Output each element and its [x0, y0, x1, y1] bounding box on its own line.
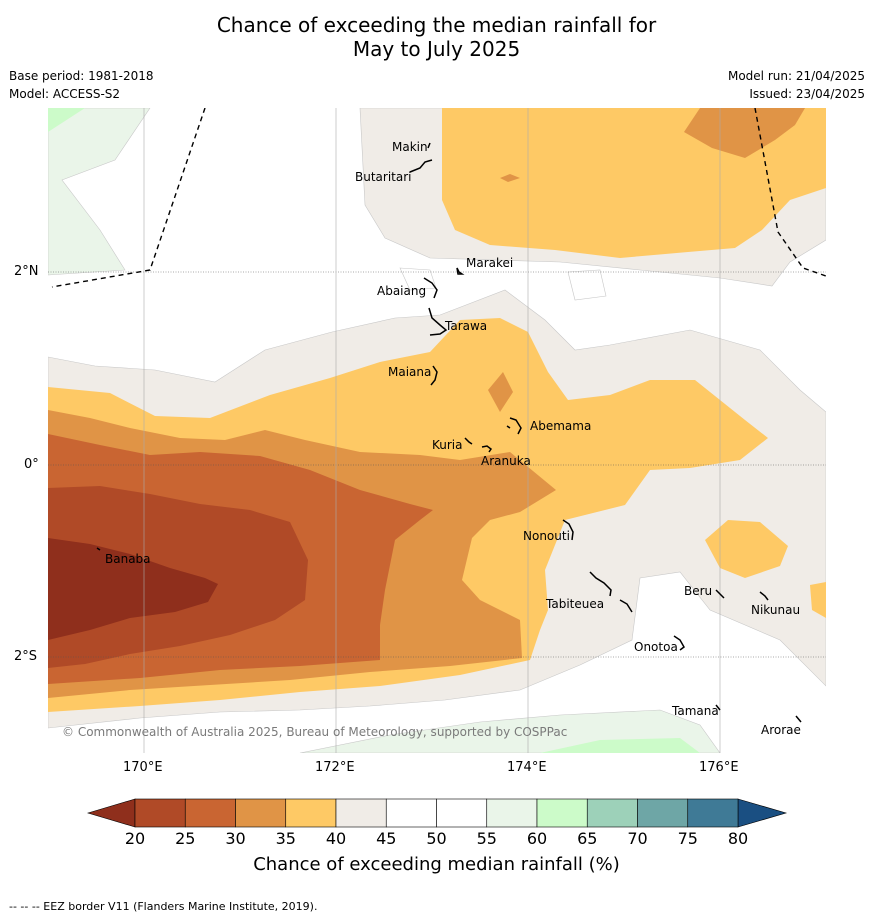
- colorbar-segment: [385, 798, 437, 828]
- label-aranuka: Aranuka: [481, 454, 531, 468]
- label-abaiang: Abaiang: [377, 284, 426, 298]
- colorbar-segment: [285, 798, 337, 828]
- region-60-65-northwest: [48, 108, 85, 132]
- label-makin: Makin: [392, 140, 428, 154]
- label-nonouti: Nonouti: [523, 529, 570, 543]
- region-30-35-small: [488, 372, 513, 412]
- colorbar-segment: [436, 798, 488, 828]
- colorbar-tick-label: 25: [175, 829, 196, 848]
- island-beru: [715, 589, 725, 599]
- region-35-40-east: [705, 520, 788, 578]
- colorbar-segment: [536, 798, 588, 828]
- lat-label-2n: 2°N: [14, 264, 39, 279]
- region-below-20: [48, 538, 218, 640]
- island-abaiang: [423, 277, 438, 299]
- lat-label-0: 0°: [24, 457, 39, 472]
- island-abemama: [506, 417, 522, 435]
- label-beru: Beru: [684, 584, 712, 598]
- colorbar-tick-label: 45: [376, 829, 397, 848]
- lat-label-2s: 2°S: [14, 649, 38, 664]
- colorbar-tick-label: 75: [677, 829, 698, 848]
- colorbar-tick-label: 60: [526, 829, 548, 848]
- colorbar: [86, 798, 788, 828]
- island-marakei: [456, 267, 465, 275]
- colorbar-segment: [335, 798, 387, 828]
- lon-label-172: 172°E: [315, 760, 355, 775]
- islands: [96, 142, 802, 723]
- grid-lon-lines: [143, 108, 721, 753]
- colorbar-tick-label: 40: [325, 829, 347, 848]
- colorbar-over-arrow: [737, 798, 788, 828]
- island-makin: [427, 142, 431, 149]
- issued-date: Issued: 23/04/2025: [749, 87, 865, 101]
- island-nonouti: [562, 519, 574, 541]
- region-45-55-hole-1: [567, 269, 607, 301]
- island-aranuka: [481, 445, 493, 453]
- map-title-line1: Chance of exceeding the median rainfall …: [216, 13, 657, 37]
- label-maiana: Maiana: [388, 365, 431, 379]
- label-abemama: Abemama: [530, 419, 591, 433]
- colorbar-segment: [637, 798, 689, 828]
- island-tarawa: [428, 307, 448, 336]
- island-tamana: [715, 704, 721, 711]
- label-nikunau: Nikunau: [751, 603, 800, 617]
- label-tarawa: Tarawa: [444, 319, 487, 333]
- model-name: Model: ACCESS-S2: [9, 87, 121, 101]
- colorbar-tick-label: 80: [727, 829, 749, 848]
- colorbar-segment: [486, 798, 538, 828]
- label-kuria: Kuria: [432, 438, 463, 452]
- island-tabiteuea: [589, 571, 633, 613]
- island-maiana: [430, 365, 438, 386]
- colorbar-segment: [134, 798, 186, 828]
- grid-lines: [48, 271, 826, 658]
- copyright-notice: © Commonwealth of Australia 2025, Bureau…: [62, 725, 567, 739]
- eez-border-west: [51, 108, 206, 288]
- colorbar-segment: [586, 798, 638, 828]
- colorbar-tick-label: 30: [225, 829, 246, 848]
- label-arorae: Arorae: [761, 723, 801, 737]
- region-30-35-blob: [500, 174, 520, 182]
- island-arorae: [795, 715, 802, 723]
- island-banaba: [96, 547, 101, 551]
- colorbar-segment: [184, 798, 236, 828]
- map-title-line2: May to July 2025: [352, 37, 521, 61]
- island-nikunau: [759, 591, 769, 601]
- label-onotoa: Onotoa: [634, 640, 678, 654]
- colorbar-tick-label: 20: [124, 829, 146, 848]
- model-run: Model run: 21/04/2025: [727, 69, 865, 83]
- label-marakei: Marakei: [466, 256, 513, 270]
- colorbar-under-arrow: [86, 798, 136, 828]
- colorbar-segment: [687, 798, 739, 828]
- colorbar-tick-label: 65: [577, 829, 598, 848]
- map-canvas: Makin Butaritari Marakei Abaiang Tarawa …: [48, 108, 826, 753]
- colorbar-tick-label: 70: [627, 829, 648, 848]
- label-banaba: Banaba: [105, 552, 151, 566]
- base-period: Base period: 1981-2018: [9, 69, 154, 83]
- label-butaritari: Butaritari: [355, 170, 412, 184]
- lon-label-170: 170°E: [123, 760, 163, 775]
- colorbar-tick-label: 55: [476, 829, 497, 848]
- island-butaritari: [409, 159, 433, 173]
- colorbar-tick-label: 35: [275, 829, 296, 848]
- label-tabiteuea: Tabiteuea: [545, 597, 604, 611]
- region-30-35-north: [684, 108, 805, 158]
- region-60-65-south: [540, 738, 700, 753]
- colorbar-segment: [235, 798, 287, 828]
- label-tamana: Tamana: [671, 704, 719, 718]
- lon-label-176: 176°E: [699, 760, 739, 775]
- region-35-40-farEast: [810, 582, 826, 618]
- colorbar-tick-label: 50: [426, 829, 447, 848]
- island-kuria: [464, 437, 473, 445]
- lon-label-174: 174°E: [507, 760, 547, 775]
- colorbar-title: Chance of exceeding median rainfall (%): [253, 854, 620, 875]
- place-labels: Makin Butaritari Marakei Abaiang Tarawa …: [105, 140, 801, 737]
- eez-footnote: -- -- -- EEZ border V11 (Flanders Marine…: [9, 900, 318, 913]
- eez-borders: [51, 108, 826, 288]
- eez-border-east: [754, 108, 826, 277]
- island-onotoa: [673, 635, 685, 651]
